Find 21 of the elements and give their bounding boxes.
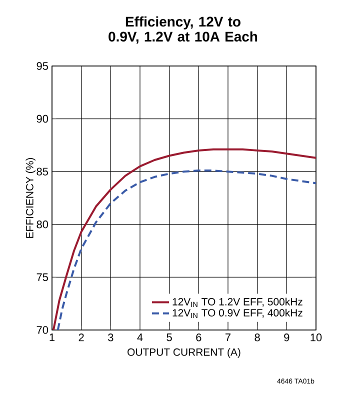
x-tick-label: 6 [196,334,202,342]
y-axis-title: EFFICIENCY (%) [26,158,36,238]
x-tick-label: 9 [284,334,290,342]
x-tick-label: 2 [78,334,84,342]
legend-label: 12V$_{IN}$ TO 1.2V EFF, 500kHz [172,298,302,307]
y-tick-label: 95 [36,62,48,70]
x-tick-label: 4 [137,334,143,342]
y-tick-label: 90 [36,114,48,123]
x-tick-label: 5 [166,334,172,342]
x-tick-label: 8 [254,334,260,342]
y-tick-label: 70 [36,326,48,334]
y-tick-label: 75 [36,273,48,282]
x-tick-label: 7 [226,334,230,342]
y-tick-label: 80 [36,220,48,228]
x-tick-label: 10 [310,334,322,342]
x-axis-title: OUTPUT CURRENT (A) [128,348,240,358]
y-tick-label: 85 [36,168,48,176]
x-tick-label: 1 [50,334,55,342]
chart-title: Efficiency, 12V to 0.9V, 1.2V at 10A Each [108,16,258,44]
x-tick-label: 3 [108,334,114,342]
legend-label: 12V$_{IN}$ TO 0.9V EFF, 400kHz [172,308,302,318]
